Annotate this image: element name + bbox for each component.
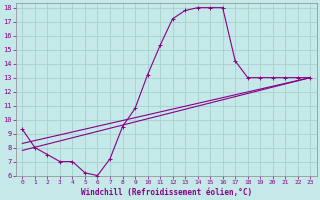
X-axis label: Windchill (Refroidissement éolien,°C): Windchill (Refroidissement éolien,°C) [81,188,252,197]
